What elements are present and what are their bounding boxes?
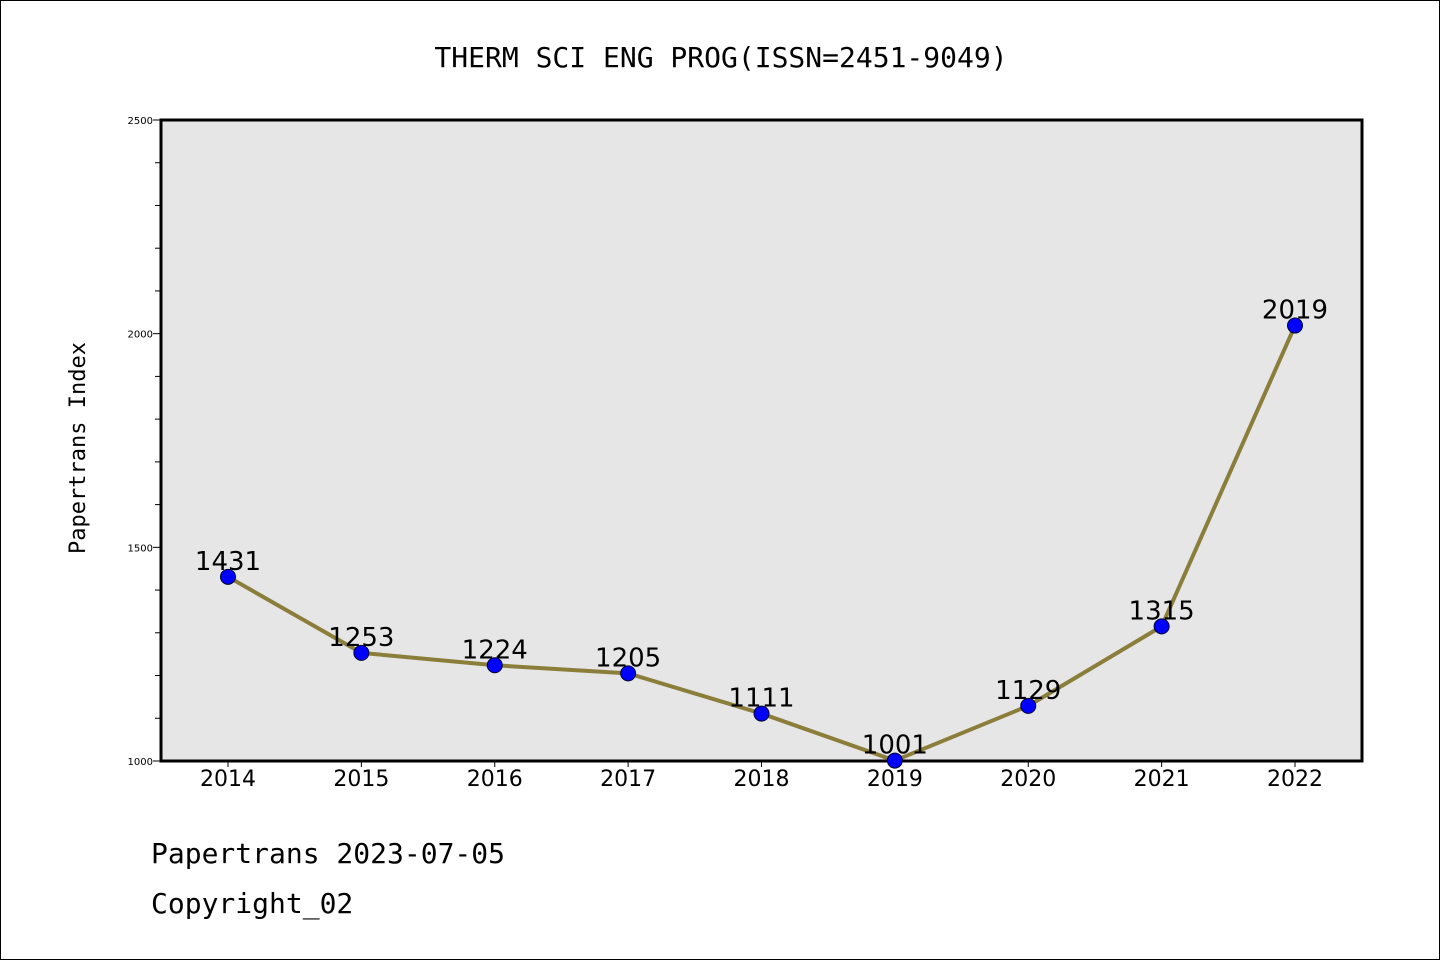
x-tick-label: 2018 <box>734 767 790 792</box>
data-point <box>886 752 903 769</box>
plot-area <box>159 118 1364 763</box>
footer-source: Papertrans 2023-07-05 <box>151 837 506 870</box>
y-tick-label: 1500 <box>128 543 153 554</box>
data-point <box>220 568 236 585</box>
data-label: 1111 <box>728 684 794 714</box>
data-label: 1315 <box>1129 596 1195 626</box>
y-axis-label: Papertrans Index <box>66 342 91 554</box>
x-axis: 2014 2015 2016 2017 2018 2019 2020 2021 2022 <box>200 761 1323 792</box>
data-label: 1253 <box>328 623 394 653</box>
footer-copyright: Copyright_02 <box>151 887 354 920</box>
data-label: 1129 <box>995 676 1061 706</box>
y-axis: 1000 1500 2000 2500 <box>128 116 161 768</box>
data-point <box>353 644 370 661</box>
chart-title: THERM SCI ENG PROG(ISSN=2451-9049) <box>434 41 1007 74</box>
data-point <box>1287 317 1303 334</box>
data-label: 1431 <box>195 547 261 577</box>
y-tick-label: 1000 <box>128 757 153 768</box>
x-tick-label: 2020 <box>1000 767 1056 792</box>
data-point <box>753 705 770 722</box>
x-tick-label: 2021 <box>1134 767 1190 792</box>
y-tick-label: 2000 <box>128 330 153 341</box>
data-point <box>1153 618 1170 635</box>
data-label: 1205 <box>595 643 661 673</box>
x-tick-label: 2016 <box>467 767 523 792</box>
data-label: 1224 <box>462 635 528 665</box>
x-tick-label: 2015 <box>333 767 389 792</box>
y-tick-label: 2500 <box>128 116 153 127</box>
data-point <box>486 657 503 674</box>
data-label: 1001 <box>862 731 928 761</box>
data-point <box>620 665 637 682</box>
data-label: 2019 <box>1262 296 1328 326</box>
x-tick-label: 2022 <box>1267 767 1323 792</box>
x-tick-label: 2014 <box>200 767 256 792</box>
series-layer: 1431 1253 1224 1205 1111 1001 1129 1315 2019 <box>195 296 1328 769</box>
x-tick-label: 2017 <box>600 767 656 792</box>
x-tick-label: 2019 <box>867 767 923 792</box>
data-point <box>1020 697 1037 714</box>
